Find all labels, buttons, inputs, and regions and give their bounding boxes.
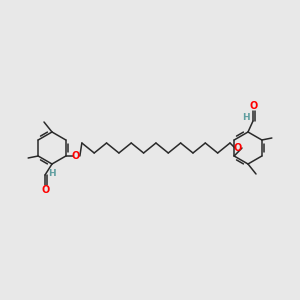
Text: O: O xyxy=(72,151,80,161)
Text: O: O xyxy=(250,101,258,111)
Text: O: O xyxy=(42,185,50,195)
Text: O: O xyxy=(234,143,242,153)
Text: H: H xyxy=(242,113,250,122)
Text: H: H xyxy=(48,169,56,178)
